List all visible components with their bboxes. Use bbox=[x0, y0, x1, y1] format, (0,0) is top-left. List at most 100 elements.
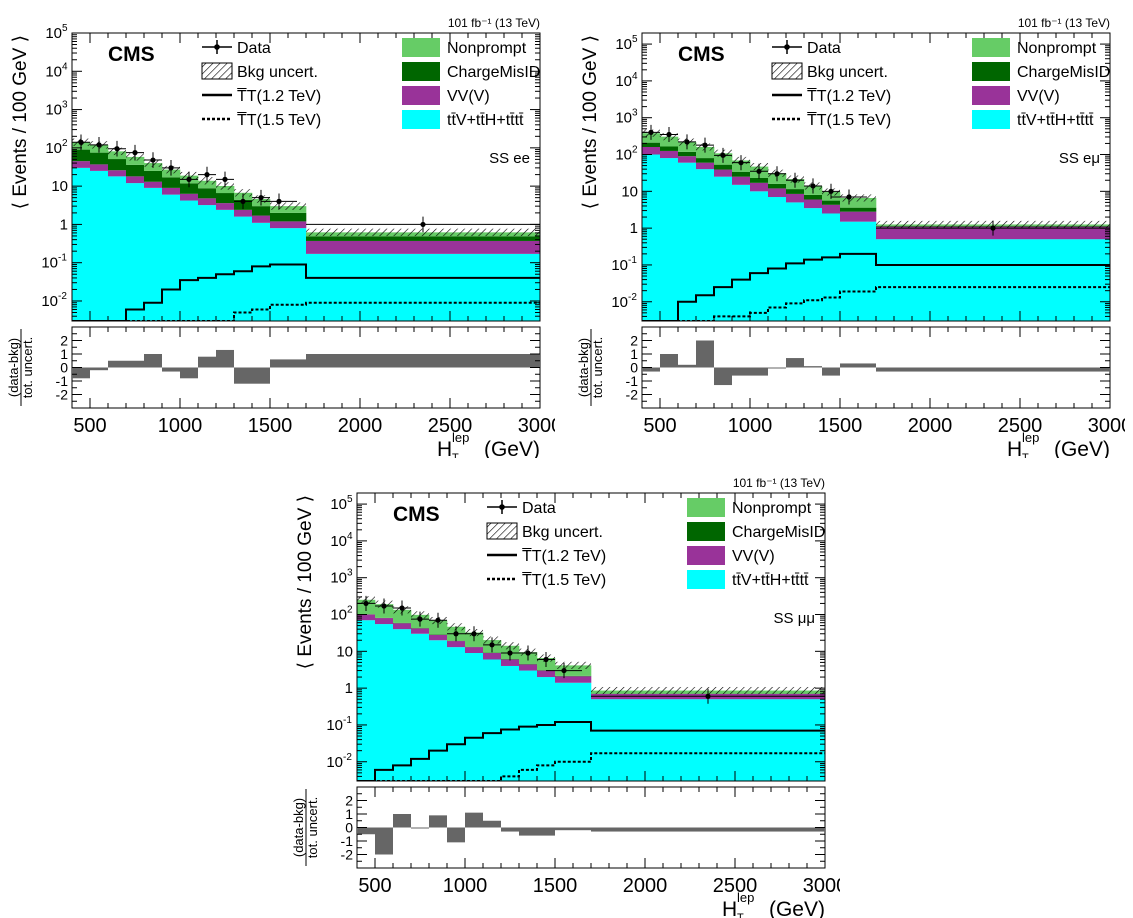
bar-chargemisid bbox=[804, 195, 822, 200]
bar-ttx bbox=[144, 188, 162, 321]
bar-vv bbox=[519, 664, 537, 670]
ratio-bar bbox=[483, 821, 501, 828]
y-tick-label: 10 bbox=[41, 255, 58, 272]
bar-vv bbox=[270, 221, 306, 228]
y-tick-exponent: -1 bbox=[343, 715, 352, 726]
bar-ttx bbox=[234, 217, 252, 321]
bar-ttx bbox=[696, 169, 714, 321]
y-tick-label: 10 bbox=[45, 25, 62, 42]
y-tick-exponent: -2 bbox=[343, 752, 352, 763]
data-point bbox=[204, 172, 209, 177]
lumi-label: 101 fb⁻¹ (13 TeV) bbox=[448, 16, 540, 30]
bar-vv bbox=[393, 623, 411, 629]
x-tick-label: 1500 bbox=[248, 415, 293, 437]
y-tick-exponent: 2 bbox=[632, 145, 638, 156]
y-tick-exponent: 2 bbox=[62, 138, 68, 149]
y-tick-label: 1 bbox=[60, 216, 68, 233]
legend-data-label: Data bbox=[522, 500, 556, 517]
bar-ttx bbox=[198, 205, 216, 321]
bar-vv bbox=[660, 151, 678, 158]
ratio-bar bbox=[501, 828, 519, 832]
data-point bbox=[738, 160, 743, 165]
legend-ttx-swatch bbox=[972, 110, 1010, 129]
data-point bbox=[684, 139, 689, 144]
bar-ttx bbox=[393, 629, 411, 781]
x-axis-title-sup: lep bbox=[452, 430, 469, 445]
ratio-bar bbox=[696, 341, 714, 368]
bar-ttx bbox=[90, 171, 108, 321]
legend-vv-label: VV(V) bbox=[732, 548, 775, 565]
bar-chargemisid bbox=[90, 153, 108, 165]
y-tick-label: 10 bbox=[330, 533, 347, 550]
bar-vv bbox=[126, 176, 144, 183]
legend-tt15-label: T̅T(1.5 TeV) bbox=[522, 571, 606, 589]
data-point bbox=[525, 650, 530, 655]
y-tick-label: 10 bbox=[45, 140, 62, 157]
bar-ttx bbox=[642, 155, 660, 321]
legend-ttx-swatch bbox=[687, 570, 725, 589]
ratio-bar bbox=[198, 357, 216, 368]
bar-vv bbox=[198, 198, 216, 205]
y-tick-label: 1 bbox=[345, 680, 353, 697]
x-axis-title-sub: T bbox=[737, 912, 744, 918]
ratio-bar bbox=[822, 368, 840, 376]
y-tick-label: 10 bbox=[45, 102, 62, 119]
y-tick-label: 10 bbox=[51, 178, 68, 195]
data-point bbox=[648, 130, 653, 135]
data-point bbox=[150, 157, 155, 162]
x-tick-label: 1000 bbox=[158, 415, 203, 437]
ratio-bar bbox=[216, 350, 234, 368]
ratio-bar bbox=[234, 368, 252, 384]
x-tick-label: 1500 bbox=[533, 875, 578, 897]
legend-bkg-uncert-label: Bkg uncert. bbox=[237, 64, 318, 81]
y-tick-label: 10 bbox=[615, 110, 632, 127]
bar-vv bbox=[252, 216, 270, 223]
data-point bbox=[276, 199, 281, 204]
x-axis-title-sub: T bbox=[452, 452, 459, 458]
bar-chargemisid bbox=[732, 172, 750, 177]
data-point bbox=[399, 605, 404, 610]
ratio-axis-title-num: (data-bkg) bbox=[6, 338, 21, 397]
bar-ttx bbox=[180, 201, 198, 321]
bar-chargemisid bbox=[162, 177, 180, 188]
bar-vv bbox=[411, 628, 429, 633]
y-tick-label: 10 bbox=[330, 570, 347, 587]
y-tick-label: 10 bbox=[330, 496, 347, 513]
bar-vv bbox=[768, 188, 786, 197]
x-axis-title-unit: (GeV) bbox=[484, 438, 540, 458]
legend-data-label: Data bbox=[237, 40, 271, 57]
bar-vv bbox=[306, 241, 540, 254]
data-point bbox=[810, 183, 815, 188]
bar-vv bbox=[732, 177, 750, 185]
legend-ttx-label: tt̄V+tt̄H+tt̄tt̄ bbox=[447, 112, 524, 129]
bar-vv bbox=[180, 194, 198, 201]
ratio-tick-label: 2 bbox=[60, 333, 68, 349]
data-point bbox=[417, 617, 422, 622]
ratio-bar bbox=[72, 368, 90, 379]
plot-area bbox=[357, 596, 825, 781]
y-tick-exponent: 4 bbox=[632, 71, 638, 82]
legend-vv-swatch bbox=[402, 86, 440, 105]
ratio-bar bbox=[519, 828, 537, 836]
legend-data-marker bbox=[499, 504, 505, 510]
bar-ttx bbox=[126, 183, 144, 321]
y-tick-label: 10 bbox=[615, 36, 632, 53]
bar-vv bbox=[375, 618, 393, 624]
x-axis-title-unit: (GeV) bbox=[1054, 438, 1110, 458]
y-tick-label: 10 bbox=[615, 147, 632, 164]
y-tick-label: 10 bbox=[45, 63, 62, 80]
legend-bkg-uncert-swatch bbox=[487, 523, 517, 539]
data-point bbox=[471, 631, 476, 636]
ratio-bar bbox=[90, 368, 108, 371]
bar-chargemisid bbox=[306, 236, 540, 241]
bar-chargemisid bbox=[252, 206, 270, 215]
bar-ttx bbox=[591, 699, 825, 781]
legend-ttx-label: tt̄V+tt̄H+tt̄tt̄ bbox=[732, 572, 809, 589]
ratio-bar bbox=[270, 359, 306, 367]
y-tick-exponent: 3 bbox=[632, 108, 638, 119]
ratio-bar bbox=[555, 828, 591, 831]
bar-vv bbox=[750, 183, 768, 191]
bar-ttx bbox=[252, 223, 270, 321]
